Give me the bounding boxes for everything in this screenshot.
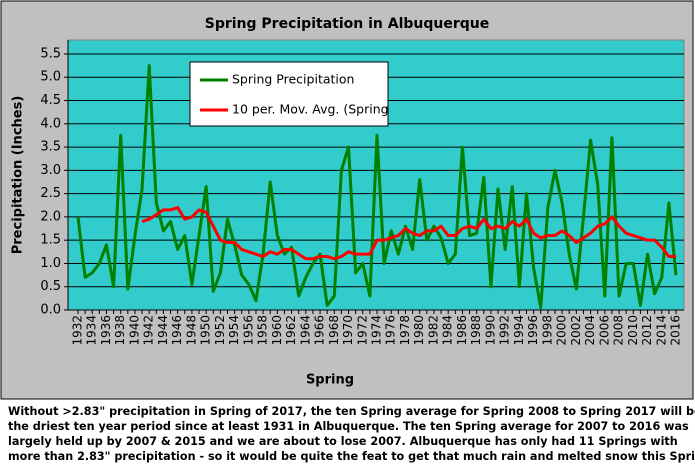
legend-label: 10 per. Mov. Avg. (Spring: [232, 102, 389, 117]
x-tick-label: 1974: [370, 315, 384, 346]
x-tick-label: 1960: [270, 315, 284, 346]
x-tick-label: 1968: [327, 315, 341, 346]
x-tick-label: 2012: [640, 315, 654, 346]
x-tick-label: 1998: [540, 315, 554, 346]
x-axis-label: Spring: [306, 373, 354, 388]
x-tick-label: 2000: [555, 315, 569, 346]
x-tick-label: 1966: [313, 315, 327, 346]
x-tick-label: 1944: [156, 315, 170, 346]
caption-line: Without >2.83" precipitation in Spring o…: [8, 405, 695, 418]
x-tick-label: 1986: [455, 315, 469, 346]
caption-line: more than 2.83" precipitation - so it wo…: [8, 450, 695, 463]
x-tick-label: 1964: [298, 315, 312, 346]
x-tick-label: 2004: [583, 315, 597, 346]
x-tick-label: 1994: [512, 315, 526, 346]
y-tick-label: 3.0: [40, 163, 61, 178]
x-tick-label: 2006: [597, 315, 611, 346]
x-tick-label: 1992: [498, 315, 512, 346]
legend-box: [189, 61, 389, 127]
y-tick-label: 2.0: [40, 209, 61, 224]
chart: Spring Precipitation in Albuquerque Spri…: [0, 0, 694, 400]
y-tick-label: 0.0: [40, 303, 61, 318]
x-tick-label: 1988: [469, 315, 483, 346]
x-tick-label: 1940: [127, 315, 141, 346]
x-tick-label: 1976: [384, 315, 398, 346]
x-tick-label: 1990: [483, 315, 497, 346]
x-tick-label: 1950: [199, 315, 213, 346]
x-tick-label: 1948: [184, 315, 198, 346]
x-tick-label: 2010: [626, 315, 640, 346]
x-tick-label: 1952: [213, 315, 227, 346]
x-tick-label: 1938: [113, 315, 127, 346]
x-tick-label: 2016: [669, 315, 683, 346]
x-tick-label: 1980: [412, 315, 426, 346]
y-tick-label: 1.0: [40, 256, 61, 271]
x-tick-label: 1972: [355, 315, 369, 346]
caption-line: largely held up by 2007 & 2015 and we ar…: [8, 435, 678, 448]
y-tick-label: 1.5: [40, 233, 61, 248]
y-tick-label: 5.5: [40, 46, 61, 61]
y-axis-label: Precipitation (Inches): [11, 96, 26, 255]
x-tick-label: 1978: [398, 315, 412, 346]
y-tick-label: 4.5: [40, 93, 61, 108]
caption: Without >2.83" precipitation in Spring o…: [8, 404, 695, 464]
x-tick-label: 1982: [426, 315, 440, 346]
y-tick-label: 5.0: [40, 70, 61, 85]
y-tick-label: 2.5: [40, 186, 61, 201]
x-tick-label: 1936: [99, 315, 113, 346]
x-tick-label: 1956: [241, 315, 255, 346]
x-tick-label: 2008: [612, 315, 626, 346]
x-tick-label: 2002: [569, 315, 583, 346]
x-tick-label: 1996: [526, 315, 540, 346]
x-tick-label: 1942: [142, 315, 156, 346]
y-tick-label: 3.5: [40, 140, 61, 155]
chart-title: Spring Precipitation in Albuquerque: [205, 16, 489, 32]
x-tick-label: 1962: [284, 315, 298, 346]
series-line: [141, 206, 676, 261]
x-tick-label: 1970: [341, 315, 355, 346]
legend-label: Spring Precipitation: [232, 72, 354, 87]
x-tick-label: 2014: [654, 315, 668, 346]
x-tick-label: 1954: [227, 315, 241, 346]
y-tick-label: 0.5: [40, 279, 61, 294]
x-tick-label: 1934: [85, 315, 99, 346]
caption-line: the driest ten year period since at leas…: [8, 420, 689, 433]
x-tick-label: 1932: [71, 315, 85, 346]
x-tick-label: 1946: [170, 315, 184, 346]
x-tick-label: 1984: [441, 315, 455, 346]
series-line: [76, 64, 678, 310]
y-tick-label: 4.0: [40, 116, 61, 131]
x-tick-label: 1958: [256, 315, 270, 346]
